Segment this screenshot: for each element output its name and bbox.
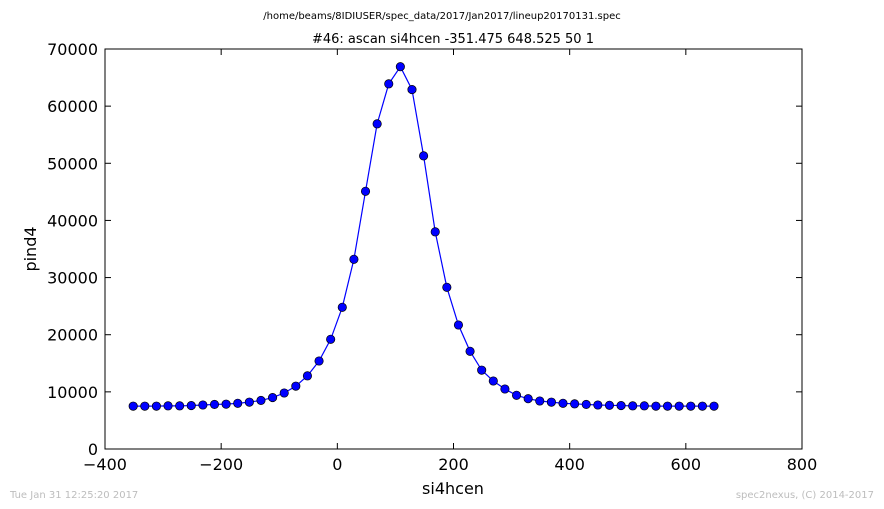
data-point xyxy=(279,388,289,398)
y-tick-label: 0 xyxy=(88,440,98,459)
footer-credit: spec2nexus, (C) 2014-2017 xyxy=(736,490,874,501)
data-point xyxy=(604,400,615,410)
data-point xyxy=(244,397,254,407)
data-point xyxy=(511,390,522,400)
y-tick-label: 30000 xyxy=(47,269,98,288)
y-tick-label: 40000 xyxy=(47,211,98,230)
data-point xyxy=(163,401,173,411)
y-tick-label: 10000 xyxy=(47,383,98,402)
y-tick-label: 50000 xyxy=(47,154,98,173)
data-point xyxy=(686,401,696,411)
data-point xyxy=(233,398,243,408)
x-tick-label: 400 xyxy=(554,455,585,474)
data-point xyxy=(663,401,673,411)
data-point xyxy=(151,401,161,411)
data-point xyxy=(674,401,684,411)
data-point xyxy=(581,399,591,409)
x-tick-label: 200 xyxy=(438,455,469,474)
data-point xyxy=(651,401,661,411)
x-tick-label: 800 xyxy=(787,455,818,474)
data-point xyxy=(453,320,464,330)
data-point xyxy=(523,394,533,404)
data-point xyxy=(546,397,556,407)
data-point xyxy=(558,398,568,408)
y-tick-label: 60000 xyxy=(47,97,98,116)
data-point xyxy=(616,401,626,411)
data-point xyxy=(442,282,452,292)
data-point xyxy=(384,79,394,89)
data-point xyxy=(291,381,301,391)
y-axis-label: pind4 xyxy=(21,226,40,271)
data-point xyxy=(593,400,603,410)
data-point xyxy=(395,62,405,72)
axis-ticks: −400 −200 0 200 400 600 800 0 10000 20000 30000 400… xyxy=(47,40,817,474)
plot-area xyxy=(104,48,803,450)
data-point xyxy=(268,393,278,403)
data-point xyxy=(709,401,719,411)
data-point xyxy=(697,401,707,411)
data-point xyxy=(430,227,440,237)
data-point xyxy=(407,85,417,95)
data-point xyxy=(465,346,475,356)
data-point xyxy=(256,395,266,405)
x-tick-label: −200 xyxy=(199,455,243,474)
x-tick-label: 0 xyxy=(332,455,342,474)
data-point xyxy=(500,384,510,394)
data-point xyxy=(198,400,208,410)
chart-title: #46: ascan si4hcen -351.475 648.525 50 1 xyxy=(312,32,594,47)
data-point xyxy=(349,254,359,264)
data-point xyxy=(140,401,150,411)
data-point xyxy=(209,399,220,409)
data-point xyxy=(326,334,336,344)
data-point xyxy=(221,399,231,409)
data-point xyxy=(314,356,324,366)
data-point xyxy=(372,119,382,129)
data-point xyxy=(337,302,347,312)
data-point xyxy=(639,401,649,411)
data-point xyxy=(628,401,638,411)
footer-timestamp: Tue Jan 31 12:25:20 2017 xyxy=(9,490,138,501)
x-tick-label: 600 xyxy=(671,455,702,474)
data-point xyxy=(128,401,138,411)
data-point xyxy=(488,376,498,386)
figure-suptitle: /home/beams/8IDIUSER/spec_data/2017/Jan2… xyxy=(263,11,620,22)
data-point xyxy=(175,401,185,411)
x-axis-label: si4hcen xyxy=(422,479,484,498)
y-tick-label: 70000 xyxy=(47,40,98,59)
data-point xyxy=(302,371,312,381)
data-point xyxy=(570,399,580,409)
data-point xyxy=(477,365,487,375)
data-point xyxy=(419,151,429,161)
data-point xyxy=(360,186,371,196)
data-point xyxy=(186,401,196,411)
x-tick-label: −400 xyxy=(83,455,127,474)
data-point xyxy=(535,396,545,406)
y-tick-label: 20000 xyxy=(47,326,98,345)
data-series xyxy=(128,62,719,411)
